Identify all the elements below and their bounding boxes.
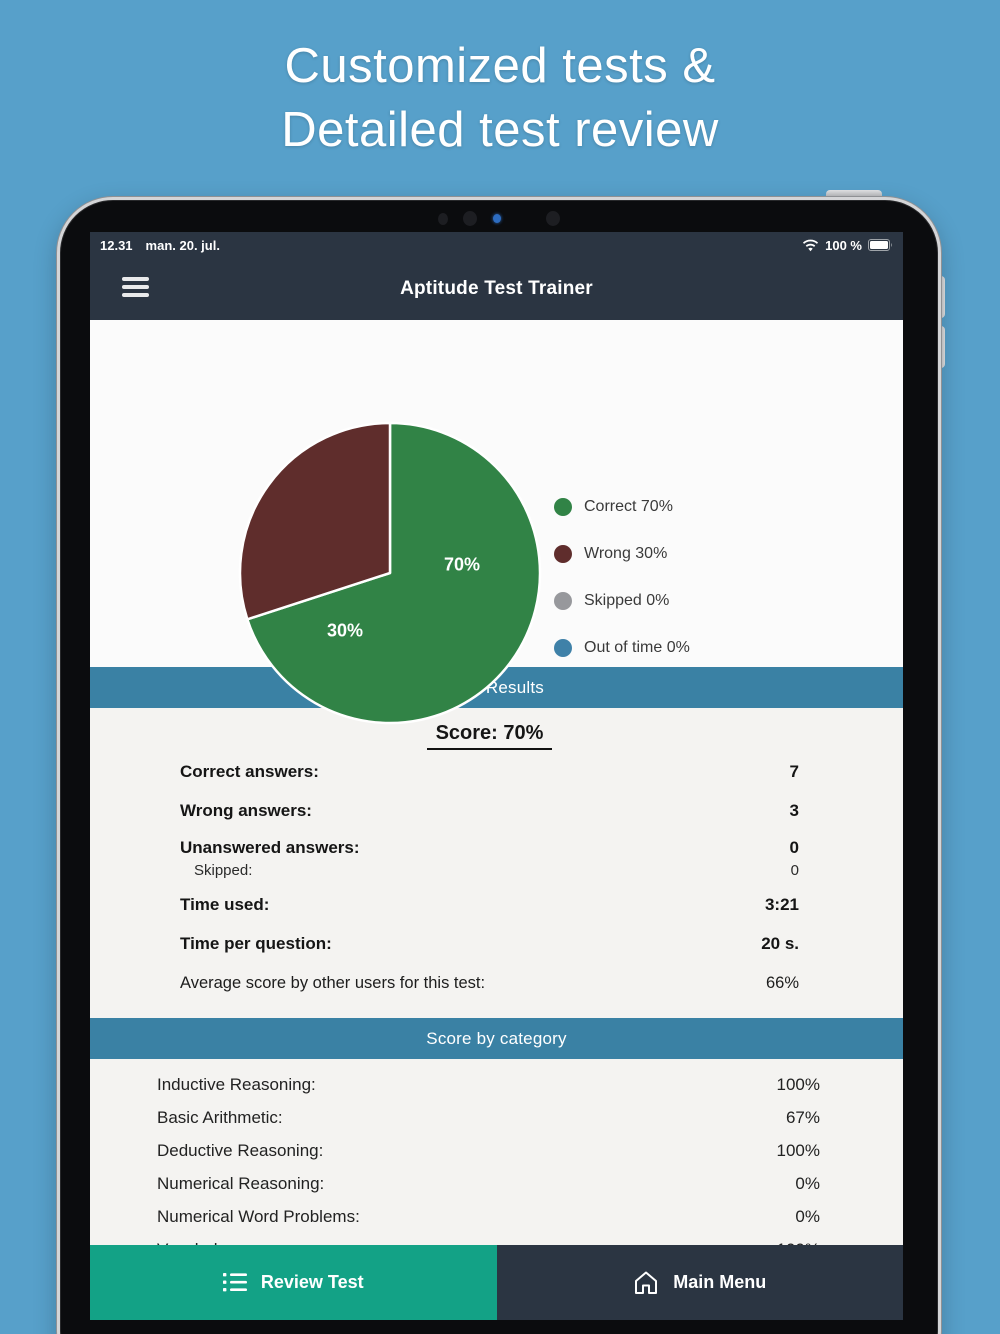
section-header-score-by-category: Score by category bbox=[90, 1018, 903, 1059]
chart-legend: Correct 70% Wrong 30% Skipped 0% Out of … bbox=[554, 483, 690, 671]
hamburger-menu-icon[interactable] bbox=[122, 277, 149, 297]
app-screen: 12.31 man. 20. jul. 100 % bbox=[90, 232, 903, 1320]
legend-dot-skipped bbox=[554, 591, 572, 610]
category-row-vocabulary: Vocabulary: 100% bbox=[157, 1233, 820, 1246]
camera-dot bbox=[546, 211, 560, 226]
pie-label-correct: 70% bbox=[443, 554, 481, 575]
tablet-device-frame: 12.31 man. 20. jul. 100 % bbox=[57, 197, 941, 1334]
pie-slice-correct bbox=[246, 421, 542, 725]
status-date: man. 20. jul. bbox=[145, 237, 220, 253]
power-button[interactable] bbox=[826, 190, 882, 200]
top-dark-area: 12.31 man. 20. jul. 100 % bbox=[90, 232, 903, 320]
main-menu-button[interactable]: Main Menu bbox=[496, 1245, 903, 1320]
battery-percent: 100 % bbox=[825, 237, 862, 253]
camera-indicator-led bbox=[493, 214, 501, 223]
bottom-button-bar: Review Test Main Menu bbox=[90, 1245, 903, 1320]
category-row-basic-arithmetic: Basic Arithmetic: 67% bbox=[157, 1107, 820, 1127]
camera-dot bbox=[438, 213, 448, 225]
camera-dot bbox=[463, 211, 477, 226]
app-title: Aptitude Test Trainer bbox=[400, 278, 593, 299]
legend-item-skipped: Skipped 0% bbox=[554, 577, 690, 624]
legend-dot-wrong bbox=[554, 544, 572, 563]
hero-title: Customized tests & Detailed test review bbox=[0, 34, 1000, 162]
score-value: Score: 70% bbox=[426, 722, 553, 750]
category-row-deductive: Deductive Reasoning: 100% bbox=[157, 1140, 820, 1160]
legend-item-out-of-time: Out of time 0% bbox=[554, 624, 690, 671]
pie-label-wrong: 30% bbox=[326, 620, 364, 641]
category-row-numerical-reasoning: Numerical Reasoning: 0% bbox=[157, 1173, 820, 1193]
status-time: 12.31 bbox=[100, 237, 133, 253]
status-bar: 12.31 man. 20. jul. 100 % bbox=[90, 232, 903, 258]
legend-dot-correct bbox=[554, 497, 572, 516]
results-pie-chart: 70% 30% Correct 70% Wrong 30% Skipped 0% bbox=[90, 320, 903, 725]
hero-line-1: Customized tests & bbox=[284, 39, 716, 93]
score-line: Score: 70% bbox=[180, 708, 799, 752]
home-icon bbox=[635, 1271, 658, 1294]
review-test-button[interactable]: Review Test bbox=[90, 1245, 497, 1320]
category-score-list: Inductive Reasoning: 100% Basic Arithmet… bbox=[90, 1059, 903, 1246]
result-row-time-used: Time used: 3:21 bbox=[180, 895, 799, 914]
nav-bar: Aptitude Test Trainer bbox=[90, 258, 903, 320]
legend-item-correct: Correct 70% bbox=[554, 483, 690, 530]
category-row-inductive: Inductive Reasoning: 100% bbox=[157, 1074, 820, 1094]
legend-item-wrong: Wrong 30% bbox=[554, 530, 690, 577]
list-icon bbox=[222, 1273, 247, 1292]
pie-chart-svg bbox=[238, 421, 542, 725]
category-row-numerical-word-problems: Numerical Word Problems: 0% bbox=[157, 1206, 820, 1226]
battery-icon bbox=[868, 239, 892, 251]
hero-line-2: Detailed test review bbox=[281, 103, 719, 157]
result-row-skipped: Skipped: 0 bbox=[194, 861, 799, 879]
result-row-correct: Correct answers: 7 bbox=[180, 762, 799, 781]
legend-dot-out-of-time bbox=[554, 638, 572, 657]
result-row-time-per-question: Time per question: 20 s. bbox=[180, 934, 799, 953]
result-row-unanswered: Unanswered answers: 0 bbox=[180, 838, 799, 857]
result-row-average-score: Average score by other users for this te… bbox=[180, 973, 799, 992]
wifi-icon bbox=[803, 239, 819, 251]
results-table: Score: 70% Correct answers: 7 Wrong answ… bbox=[90, 708, 903, 1018]
pie-slice-wrong bbox=[238, 421, 392, 621]
result-row-wrong: Wrong answers: 3 bbox=[180, 801, 799, 820]
